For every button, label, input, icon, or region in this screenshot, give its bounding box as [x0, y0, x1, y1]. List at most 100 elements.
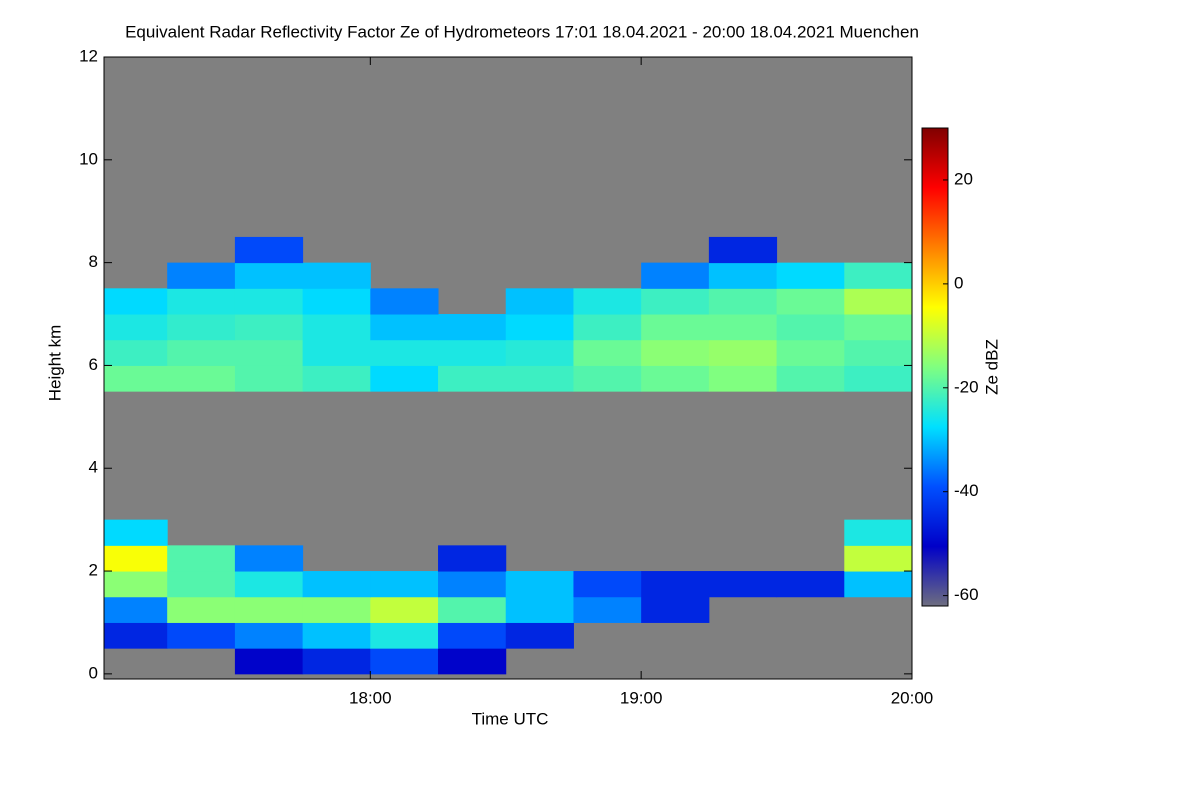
cell	[844, 545, 912, 572]
cell	[167, 339, 236, 366]
cell	[844, 571, 912, 598]
cell	[234, 622, 304, 649]
cell	[167, 365, 236, 392]
cell	[104, 596, 168, 623]
cell	[167, 314, 236, 341]
y-tick-label: 10	[79, 149, 98, 168]
cell	[370, 288, 439, 315]
cell	[776, 571, 845, 598]
cell	[104, 314, 168, 341]
cell	[438, 314, 507, 341]
cell	[505, 339, 574, 366]
y-tick-label: 2	[89, 561, 98, 580]
cell	[641, 288, 710, 315]
y-tick-label: 6	[89, 355, 98, 374]
x-tick-label: 18:00	[349, 688, 392, 707]
y-tick-label: 4	[89, 458, 98, 477]
cell	[573, 596, 642, 623]
cell	[708, 571, 778, 598]
cell	[104, 339, 168, 366]
colorbar-tick-label: -40	[954, 481, 979, 500]
cell	[302, 648, 371, 675]
colorbar-tick-label: 20	[954, 169, 973, 188]
cell	[438, 365, 507, 392]
cell	[641, 365, 710, 392]
cell	[104, 545, 168, 572]
cell	[505, 596, 574, 623]
cell	[708, 236, 778, 264]
cell	[302, 288, 371, 315]
cell	[167, 571, 236, 598]
cell	[505, 365, 574, 392]
cell	[641, 262, 710, 289]
cell	[641, 571, 710, 598]
cell	[167, 262, 236, 289]
cell	[302, 365, 371, 392]
cell	[505, 288, 574, 315]
cell	[573, 314, 642, 341]
cell	[505, 571, 574, 598]
cell	[641, 314, 710, 341]
cell	[438, 571, 507, 598]
colorbar-tick-label: 0	[954, 273, 963, 292]
cell	[302, 622, 371, 649]
cell	[438, 648, 507, 675]
cell	[370, 648, 439, 675]
cell	[370, 596, 439, 623]
cell	[370, 339, 439, 366]
cell	[234, 236, 304, 264]
cell	[370, 314, 439, 341]
cell	[844, 365, 912, 392]
cell	[505, 314, 574, 341]
cell	[844, 262, 912, 289]
cell	[234, 262, 304, 289]
cell	[167, 288, 236, 315]
y-tick-label: 12	[79, 46, 98, 65]
cell	[234, 288, 304, 315]
cell	[708, 288, 778, 315]
cell	[776, 365, 845, 392]
colorbar-label: Ze dBZ	[982, 339, 1001, 395]
cell	[708, 314, 778, 341]
cell	[302, 596, 371, 623]
cell	[573, 571, 642, 598]
cell	[370, 365, 439, 392]
cell	[234, 648, 304, 675]
cell	[104, 288, 168, 315]
cell	[708, 365, 778, 392]
cell	[438, 622, 507, 649]
cell	[234, 596, 304, 623]
cell	[641, 339, 710, 366]
colorbar-tick-label: -20	[954, 377, 979, 396]
cell	[167, 545, 236, 572]
cell	[776, 314, 845, 341]
cell	[573, 365, 642, 392]
y-axis-label: Height km	[45, 325, 64, 402]
cell	[776, 262, 845, 289]
cell	[167, 622, 236, 649]
cell	[370, 622, 439, 649]
cell	[844, 519, 912, 546]
cell	[302, 262, 371, 289]
cell	[370, 571, 439, 598]
colorbar-tick-label: -60	[954, 585, 979, 604]
heatmap-cells	[104, 236, 912, 675]
x-tick-label: 20:00	[891, 688, 934, 707]
x-axis-label: Time UTC	[472, 709, 549, 728]
cell	[708, 262, 778, 289]
cell	[505, 622, 574, 649]
cell	[104, 622, 168, 649]
x-tick-label: 19:00	[620, 688, 663, 707]
cell	[438, 545, 507, 572]
cell	[438, 596, 507, 623]
cell	[708, 339, 778, 366]
cell	[104, 571, 168, 598]
cell	[776, 288, 845, 315]
cell	[234, 314, 304, 341]
cell	[104, 519, 168, 546]
y-tick-label: 8	[89, 252, 98, 271]
cell	[573, 339, 642, 366]
cell	[302, 314, 371, 341]
cell	[234, 339, 304, 366]
